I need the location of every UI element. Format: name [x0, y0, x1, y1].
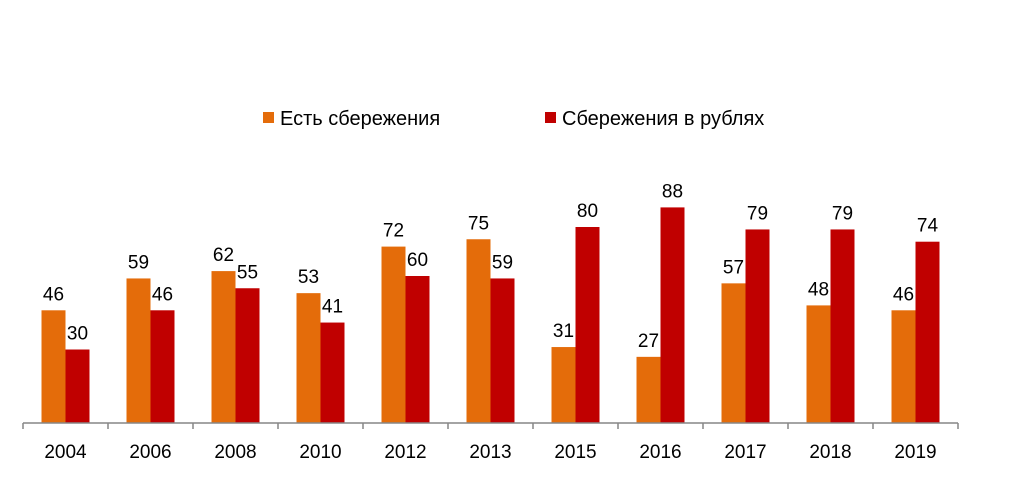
data-label: 55: [237, 262, 258, 283]
data-label: 72: [383, 221, 404, 242]
data-label: 74: [917, 216, 939, 237]
bar-savings: [296, 293, 321, 423]
bar-savings: [891, 310, 916, 423]
data-label: 53: [298, 267, 319, 288]
x-tick-label: 2016: [639, 442, 681, 463]
bar-savings: [466, 239, 491, 423]
data-label: 59: [128, 252, 149, 273]
x-tick-label: 2019: [894, 442, 936, 463]
data-label: 75: [468, 213, 489, 234]
bar-ruble-savings: [830, 229, 855, 423]
bar-ruble-savings: [490, 278, 515, 423]
x-tick-label: 2018: [809, 442, 851, 463]
bar-ruble-savings: [660, 207, 685, 423]
x-tick-label: 2015: [554, 442, 596, 463]
bar-savings: [806, 305, 831, 423]
bar-savings: [381, 246, 406, 423]
data-label: 88: [662, 181, 683, 202]
bar-savings: [551, 347, 576, 423]
bar-savings: [636, 356, 661, 423]
data-label: 41: [322, 297, 343, 318]
x-tick-label: 2010: [299, 442, 341, 463]
bar-ruble-savings: [405, 276, 430, 423]
data-label: 46: [43, 284, 64, 305]
bar-savings: [126, 278, 151, 423]
bar-ruble-savings: [235, 288, 260, 423]
x-tick-label: 2013: [469, 442, 511, 463]
x-tick-label: 2017: [724, 442, 766, 463]
legend-swatch-savings: [263, 112, 274, 123]
data-label: 79: [747, 203, 768, 224]
bar-ruble-savings: [575, 227, 600, 423]
x-tick-label: 2006: [129, 442, 171, 463]
bar-savings: [211, 271, 236, 423]
data-label: 46: [152, 284, 173, 305]
data-label: 48: [808, 279, 829, 300]
data-label: 60: [407, 250, 428, 271]
data-label: 57: [723, 257, 744, 278]
data-label: 30: [67, 324, 88, 345]
legend: Есть сбережения Сбережения в рублях: [263, 108, 764, 130]
bar-ruble-savings: [150, 310, 175, 423]
data-label: 62: [213, 245, 234, 266]
legend-label-ruble-savings: Сбережения в рублях: [562, 108, 764, 130]
x-tick-label: 2012: [384, 442, 426, 463]
data-label: 59: [492, 252, 513, 273]
bar-ruble-savings: [320, 322, 345, 423]
data-label: 27: [638, 331, 659, 352]
x-tick-label: 2008: [214, 442, 256, 463]
data-label: 31: [553, 321, 574, 342]
legend-label-savings: Есть сбережения: [280, 108, 440, 130]
data-label: 80: [577, 201, 598, 222]
x-axis: 2004 2006 2008 2010 2012 2013 2015 2016 2017 2018…: [22, 422, 959, 463]
data-label: 46: [893, 284, 914, 305]
bar-ruble-savings: [65, 349, 90, 423]
legend-swatch-ruble-savings: [545, 112, 556, 123]
bar-ruble-savings: [915, 241, 940, 423]
x-tick-label: 2004: [44, 442, 87, 463]
data-label: 79: [832, 203, 853, 224]
bar-ruble-savings: [745, 229, 770, 423]
bar-savings: [41, 310, 66, 423]
bar-savings: [721, 283, 746, 423]
